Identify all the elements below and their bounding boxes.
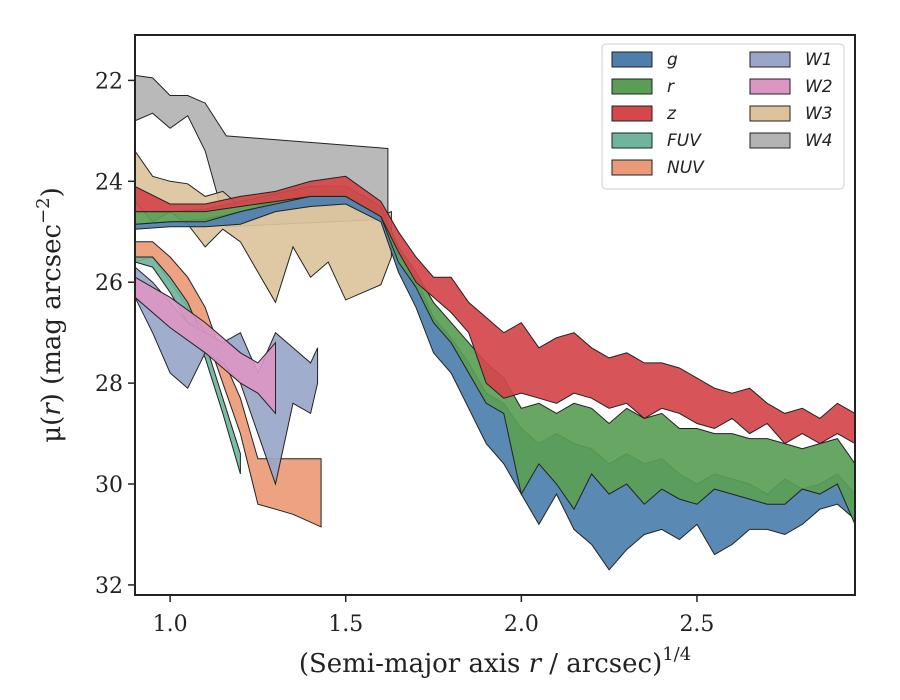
band-w2 [135, 276, 276, 415]
y-tick-label: 26 [95, 271, 123, 296]
y-tick-label: 28 [95, 372, 123, 397]
legend-label-nuv: NUV [667, 158, 705, 178]
x-axis-title: (Semi-major axis r / arcsec)1/4 [299, 644, 691, 679]
x-tick-label: 1.5 [328, 612, 363, 637]
legend-label-w4: W4 [805, 131, 833, 151]
band-z [135, 175, 855, 445]
legend-label-g: g [667, 50, 678, 70]
y-tick-label: 22 [95, 69, 123, 94]
legend-swatch-nuv [611, 159, 653, 176]
plot-frame [134, 34, 856, 596]
band-r [135, 185, 855, 525]
legend-swatch-w2 [749, 78, 791, 95]
y-tick-label: 30 [95, 473, 123, 498]
legend-swatch-w3 [749, 105, 791, 122]
legend-swatch-z [611, 105, 653, 122]
legend-swatch-g [611, 51, 653, 68]
legend-label-w1: W1 [805, 50, 833, 70]
band-w3 [135, 150, 392, 304]
y-tick-label: 24 [95, 170, 123, 195]
legend-label-w2: W2 [805, 77, 833, 97]
y-tick-label: 32 [95, 574, 123, 599]
y-axis-title: μ(r) (mag arcsec−2) [33, 187, 67, 443]
legend: grz FUV NUV W1 W2 W3 W4 [601, 43, 845, 190]
legend-label-z: z [666, 104, 677, 124]
bands-layer [135, 74, 855, 571]
legend-label-r: r [667, 77, 675, 97]
legend-label-fuv: FUV [667, 131, 702, 151]
legend-label-w3: W3 [805, 104, 833, 124]
x-tick-label: 1.0 [153, 612, 188, 637]
band-fuv [135, 256, 241, 475]
legend-swatch-fuv [611, 132, 653, 149]
legend-swatch-w1 [749, 51, 791, 68]
axis-ticks: 1.0 1.5 2.0 2.5 22 24 26 28 30 32 [95, 69, 714, 637]
x-tick-label: 2.5 [679, 612, 714, 637]
x-tick-label: 2.0 [504, 612, 539, 637]
legend-swatch-w4 [749, 132, 791, 149]
legend-swatch-r [611, 78, 653, 95]
